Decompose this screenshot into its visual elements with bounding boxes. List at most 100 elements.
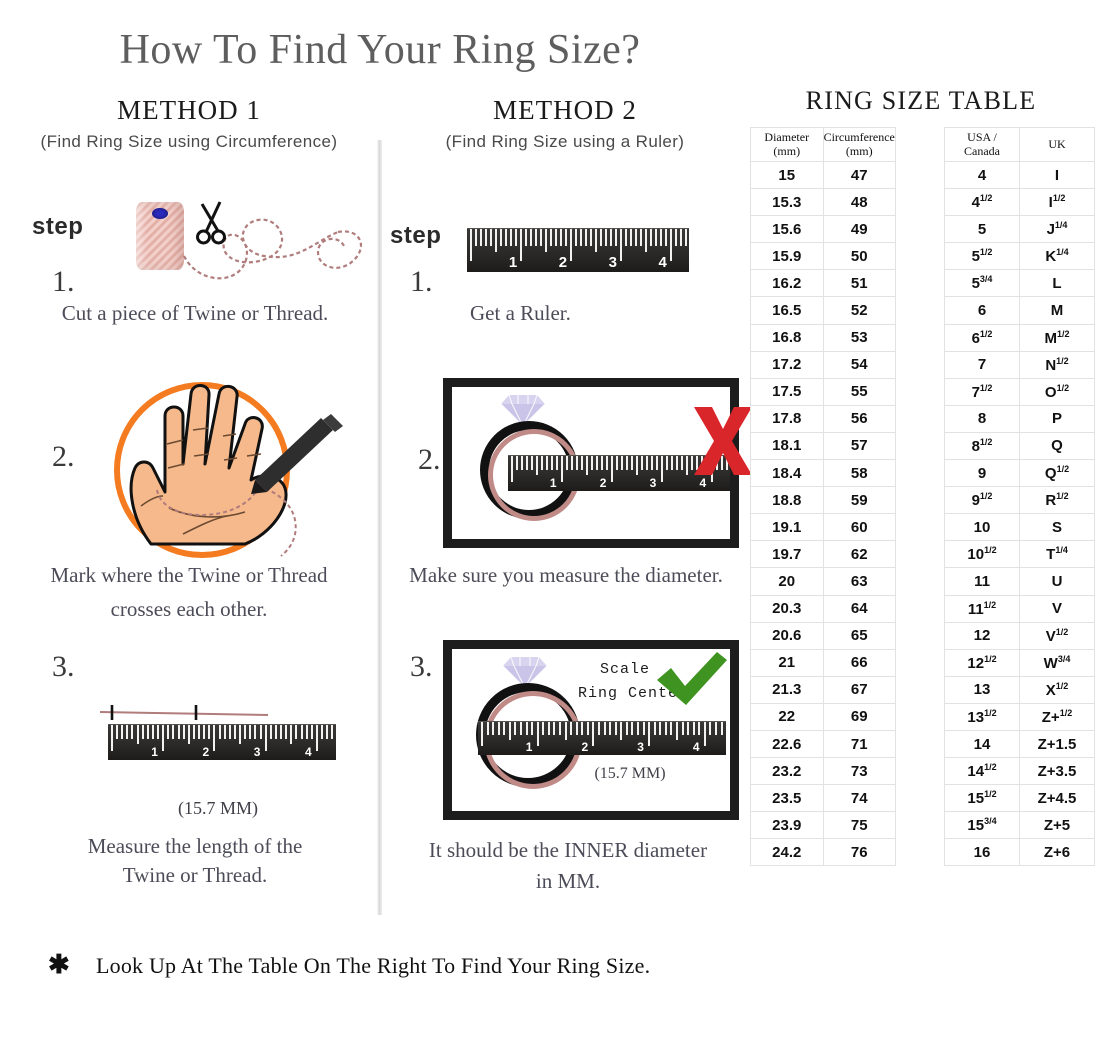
ruler-tick xyxy=(530,456,533,470)
ring-size-table-heading: RING SIZE TABLE xyxy=(805,86,1037,115)
ruler-tick xyxy=(581,722,584,735)
ruler-tick xyxy=(536,722,539,747)
cell-usa-canada: 4 xyxy=(944,160,1020,190)
ruler-tick xyxy=(162,725,165,751)
table-row: 12 V1/2 xyxy=(944,621,1095,650)
ruler-tick xyxy=(544,229,547,252)
ruler-tick xyxy=(534,229,537,246)
ruler-number: 1 xyxy=(151,745,158,759)
cell-diameter: 15.9 xyxy=(750,242,824,271)
table-row: 19.1 60 xyxy=(750,513,896,542)
ruler-tick xyxy=(570,456,573,470)
cell-diameter: 16.8 xyxy=(750,323,824,352)
ruler-tick xyxy=(254,725,257,739)
method-2-step-1-number: 1. xyxy=(410,265,433,298)
ruler-tick xyxy=(497,722,500,735)
method-2-step-3-measurement: (15.7 MM) xyxy=(594,765,666,782)
table-row: 23.2 73 xyxy=(750,757,896,786)
ruler-number: 1 xyxy=(549,476,557,490)
ruler-tick xyxy=(481,722,483,747)
ruler-tick xyxy=(620,456,623,470)
table-row: 14 Z+1.5 xyxy=(944,729,1095,759)
cell-circumference: 69 xyxy=(822,702,896,731)
ruler-tick xyxy=(547,722,550,735)
cell-diameter: 17.5 xyxy=(750,377,824,406)
cell-uk: I xyxy=(1019,160,1095,190)
method-1-step-2-number: 2. xyxy=(52,440,75,473)
cell-uk: M1/2 xyxy=(1019,323,1095,352)
ruler-tick xyxy=(233,725,236,739)
cell-circumference: 63 xyxy=(822,567,896,596)
ruler-tick xyxy=(531,722,534,735)
table-row: 7 N1/2 xyxy=(944,350,1095,379)
ruler-tick xyxy=(111,725,113,751)
scale-annotation-line2: Ring Center xyxy=(578,685,689,702)
cell-circumference: 58 xyxy=(822,459,896,488)
ruler-tick xyxy=(720,722,723,735)
table-row: 16 Z+6 xyxy=(944,838,1095,867)
ruler-tick xyxy=(575,722,578,735)
cell-diameter: 16.5 xyxy=(750,296,824,325)
table-row: 9 Q1/2 xyxy=(944,459,1095,488)
ruler-tick xyxy=(592,722,595,747)
cell-usa-canada: 91/2 xyxy=(944,486,1020,515)
ruler-tick xyxy=(157,725,160,739)
cell-usa-canada: 14 xyxy=(944,729,1020,759)
ruler-tick xyxy=(675,456,678,470)
asterisk-icon: ✱ xyxy=(48,950,70,979)
table-row: 141/2 Z+3.5 xyxy=(944,757,1095,786)
column-header-circumference: Circumference (mm) xyxy=(822,127,896,162)
method-1-step-3-caption-line2: Twine or Thread. xyxy=(122,863,268,887)
ruler-tick xyxy=(492,722,495,735)
cell-circumference: 51 xyxy=(822,269,896,298)
table-row: 51/2 K1/4 xyxy=(944,242,1095,271)
cell-diameter: 19.1 xyxy=(750,513,824,542)
ruler-tick xyxy=(715,722,718,735)
cell-diameter: 18.8 xyxy=(750,486,824,515)
method-2-step-3-caption-line2: in MM. xyxy=(535,869,601,893)
method-1-step-2-caption-line2: crosses each other. xyxy=(110,597,268,621)
ring-on-ruler-wrong-icon: 1 2 3 4 xyxy=(443,378,739,548)
cell-circumference: 75 xyxy=(822,811,896,840)
ruler-tick xyxy=(709,722,712,735)
cell-uk: Q xyxy=(1019,431,1095,461)
ruler-tick xyxy=(504,229,507,246)
column-header-usa-line1: USA / xyxy=(967,129,997,144)
table-header-row: USA / Canada UK xyxy=(944,127,1095,162)
table-row: 101/2 T1/4 xyxy=(944,540,1095,569)
table-row: 20 63 xyxy=(750,567,896,596)
cell-diameter: 19.7 xyxy=(750,540,824,569)
ruler-tick xyxy=(474,229,477,246)
column-header-usa-line2: Canada xyxy=(964,143,1000,158)
table-row: 151/2 Z+4.5 xyxy=(944,784,1095,813)
cell-uk: N1/2 xyxy=(1019,350,1095,379)
ruler-number: 2 xyxy=(202,745,210,759)
table-body-sizes: 4 I 41/2 I1/2 5 J1/4 51/2 K1/4 53/4 L 6 M 61/2 M1/2 7 N… xyxy=(944,160,1095,867)
ruler-tick xyxy=(331,725,334,739)
cell-circumference: 53 xyxy=(822,323,896,352)
ruler-tick xyxy=(503,722,506,735)
ruler-tick xyxy=(499,229,502,246)
ruler-number: 3 xyxy=(649,476,657,490)
ruler-number: 3 xyxy=(637,740,644,754)
ruler-tick xyxy=(559,722,562,735)
table-row: 15.9 50 xyxy=(750,242,896,271)
cell-circumference: 55 xyxy=(822,377,896,406)
ruler-tick xyxy=(605,456,608,470)
ruler-tick xyxy=(218,725,221,739)
method-1-step-word: step xyxy=(32,213,84,240)
cell-uk: M xyxy=(1019,296,1095,325)
cell-circumference: 56 xyxy=(822,404,896,433)
ruler-tick xyxy=(664,722,667,735)
ruler-number: 2 xyxy=(558,254,568,271)
ruler-number: 4 xyxy=(658,254,667,271)
table-row: 18.4 58 xyxy=(750,459,896,488)
column-header-diameter-line1: Diameter xyxy=(764,129,810,144)
ruler-tick xyxy=(679,229,682,246)
page-title: How To Find Your Ring Size? xyxy=(119,27,641,73)
ruler-tick xyxy=(698,722,701,735)
cell-usa-canada: 6 xyxy=(944,296,1020,325)
cell-circumference: 54 xyxy=(822,350,896,379)
ruler-tick xyxy=(655,456,658,470)
